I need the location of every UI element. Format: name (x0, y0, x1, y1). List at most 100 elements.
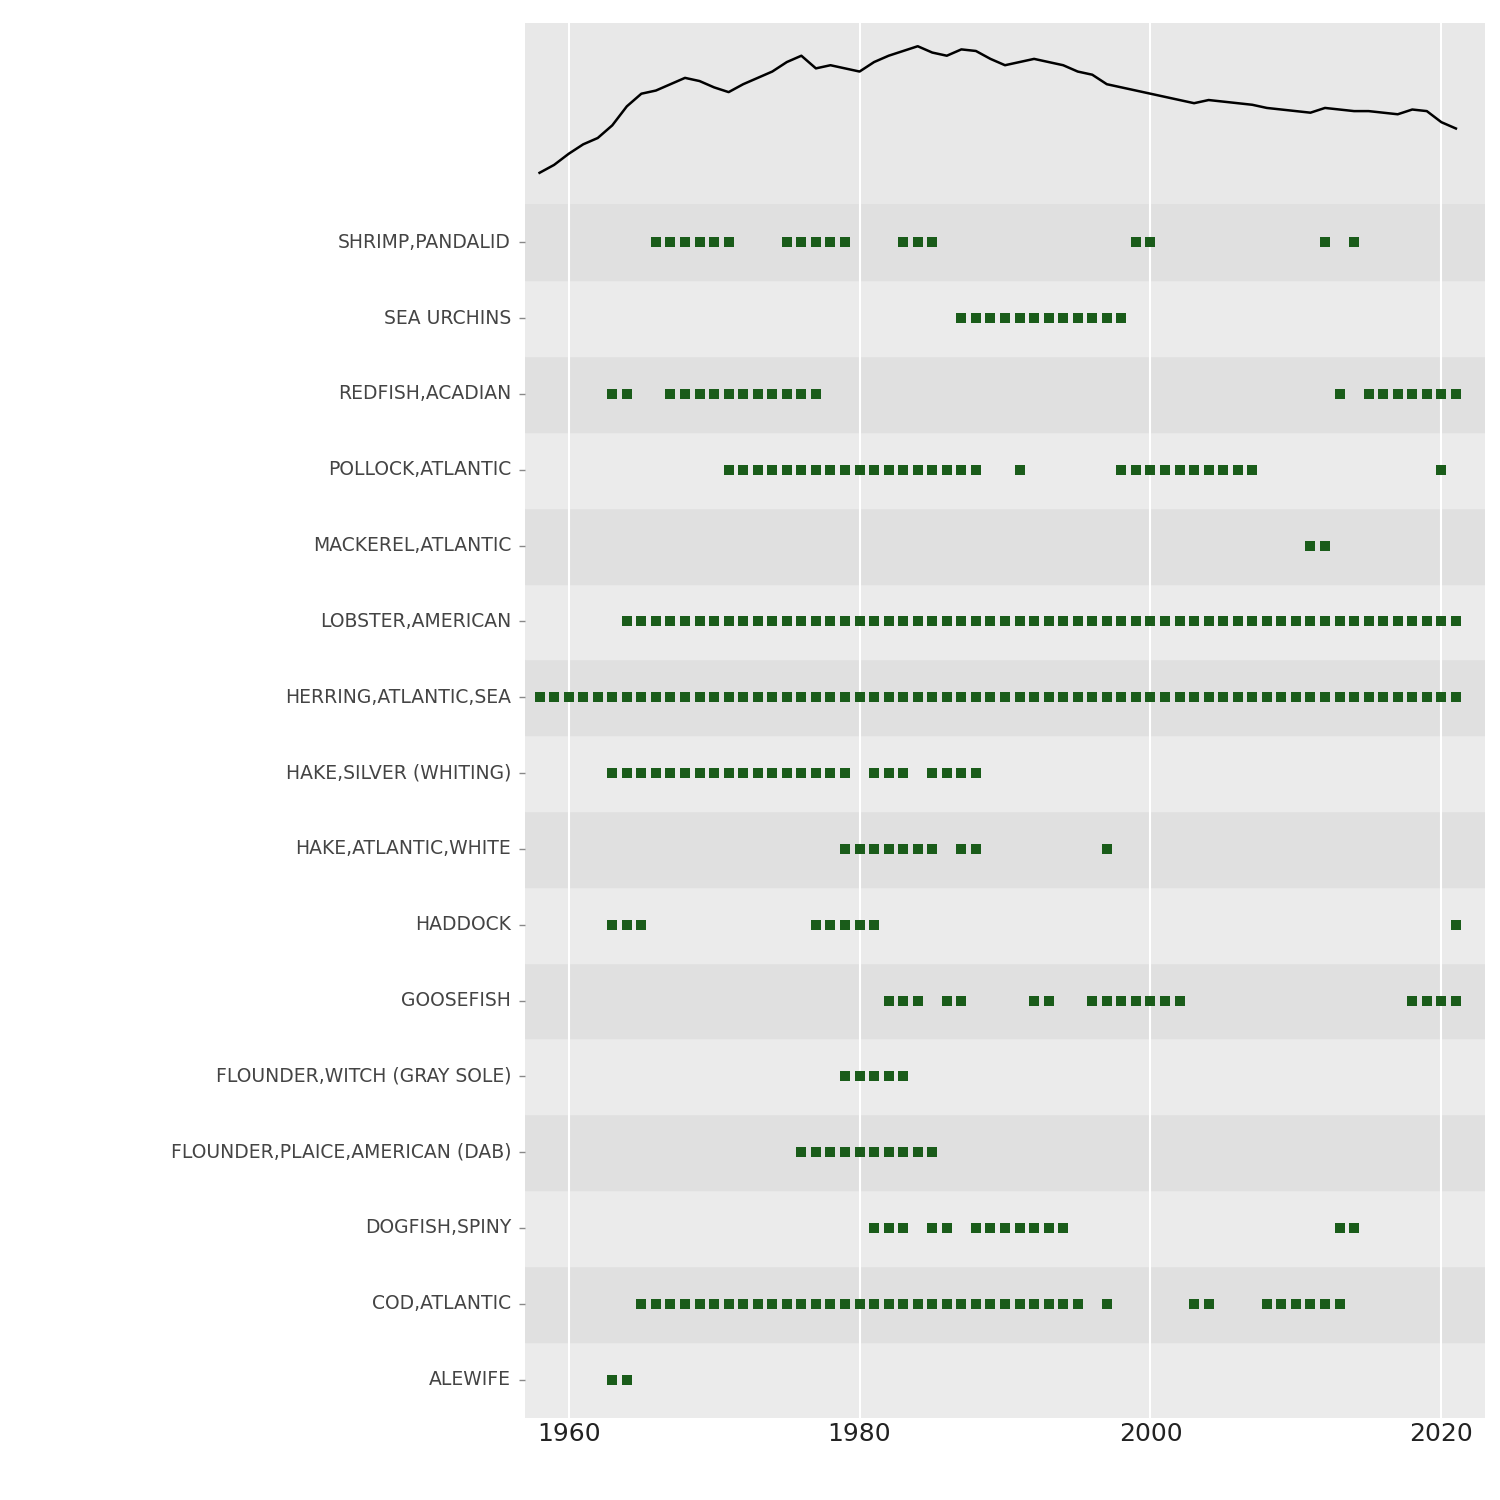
Point (1197, 609, 1221, 633)
Point (717, 686, 741, 709)
Point (906, 1140, 930, 1164)
Point (921, 760, 945, 784)
Point (1065, 686, 1089, 709)
Point (1022, 609, 1046, 633)
Point (658, 609, 682, 633)
Point (746, 1292, 770, 1316)
Point (1328, 1216, 1352, 1240)
Point (760, 382, 784, 406)
Point (717, 760, 741, 784)
Bar (525, 432, 1485, 507)
Point (1022, 1216, 1046, 1240)
Point (1154, 988, 1178, 1012)
Point (1328, 382, 1352, 406)
Point (876, 458, 900, 482)
Point (921, 1216, 945, 1240)
Point (950, 837, 974, 861)
Point (1328, 1292, 1352, 1316)
Point (833, 1065, 856, 1089)
Point (1036, 686, 1060, 709)
Point (746, 458, 770, 482)
Point (1328, 609, 1352, 633)
Point (1154, 458, 1178, 482)
Point (746, 382, 770, 406)
Point (862, 609, 886, 633)
Point (847, 609, 871, 633)
Point (891, 1065, 915, 1089)
Point (776, 382, 800, 406)
Point (1095, 837, 1119, 861)
Point (1022, 1292, 1046, 1316)
Point (847, 458, 871, 482)
Point (891, 988, 915, 1012)
Point (1312, 1292, 1336, 1316)
Point (730, 760, 754, 784)
Point (615, 382, 639, 406)
Point (789, 382, 813, 406)
Point (847, 1065, 871, 1089)
Point (1312, 231, 1336, 255)
Point (717, 382, 741, 406)
Point (1342, 609, 1366, 633)
Point (1342, 686, 1366, 709)
Point (876, 760, 900, 784)
Bar (525, 507, 1485, 584)
Point (906, 837, 930, 861)
Point (1052, 686, 1076, 709)
Point (1008, 686, 1032, 709)
Point (1138, 686, 1162, 709)
Point (906, 231, 930, 255)
Point (891, 760, 915, 784)
Point (993, 1216, 1017, 1240)
Point (804, 912, 828, 936)
Point (1240, 686, 1264, 709)
Point (1138, 609, 1162, 633)
Point (789, 1292, 813, 1316)
Point (804, 1140, 828, 1164)
Point (1386, 686, 1410, 709)
Point (833, 760, 856, 784)
Point (1008, 1292, 1032, 1316)
Point (789, 760, 813, 784)
Point (730, 609, 754, 633)
Point (891, 231, 915, 255)
Point (687, 686, 711, 709)
Point (1256, 1292, 1280, 1316)
Bar (525, 812, 1485, 886)
Point (615, 609, 639, 633)
Point (746, 609, 770, 633)
Point (730, 458, 754, 482)
Point (833, 912, 856, 936)
Point (1299, 534, 1323, 558)
Point (1110, 988, 1134, 1012)
Point (1356, 609, 1380, 633)
Point (674, 231, 698, 255)
Point (556, 686, 580, 709)
Point (658, 382, 682, 406)
Point (876, 1140, 900, 1164)
Point (1401, 686, 1425, 709)
Point (950, 988, 974, 1012)
Point (891, 837, 915, 861)
Point (993, 609, 1017, 633)
Point (1444, 988, 1468, 1012)
Point (978, 1216, 1002, 1240)
Point (789, 231, 813, 255)
Point (1414, 382, 1438, 406)
Point (1052, 609, 1076, 633)
Point (950, 609, 974, 633)
Point (1052, 1292, 1076, 1316)
Point (1312, 534, 1336, 558)
Point (833, 686, 856, 709)
Point (934, 609, 958, 633)
Point (847, 1292, 871, 1316)
Point (789, 609, 813, 633)
Point (1167, 458, 1191, 482)
Point (934, 686, 958, 709)
Point (1240, 458, 1264, 482)
Point (687, 231, 711, 255)
Point (600, 760, 624, 784)
Point (847, 912, 871, 936)
Point (717, 609, 741, 633)
Point (776, 609, 800, 633)
